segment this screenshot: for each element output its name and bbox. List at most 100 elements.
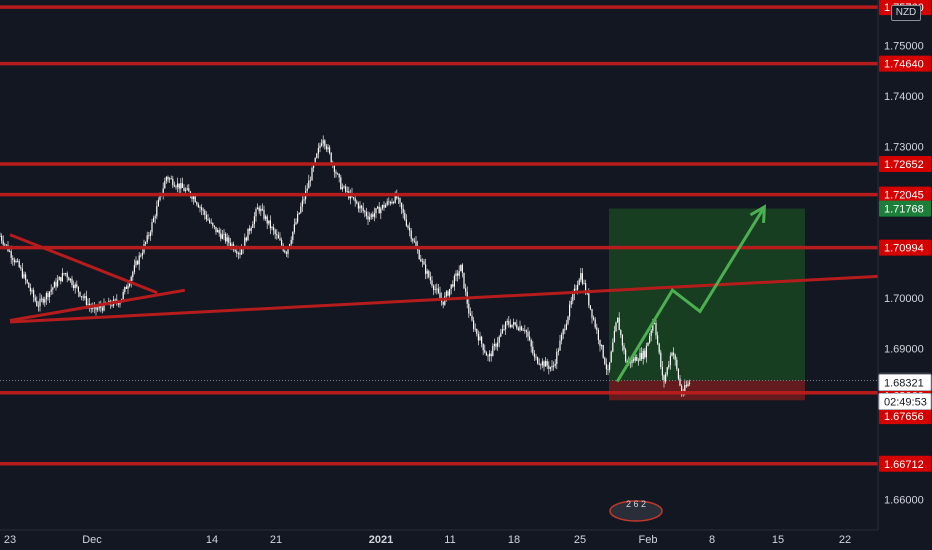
projection-path[interactable] xyxy=(615,206,766,383)
candle-body xyxy=(156,206,158,217)
candle-body xyxy=(647,342,649,346)
candle-body xyxy=(153,217,155,223)
level-price-badge xyxy=(879,455,931,472)
candle-body xyxy=(676,359,678,369)
candle-body xyxy=(55,282,57,287)
candle-body xyxy=(380,208,382,214)
candle-body xyxy=(217,230,219,233)
candle-body xyxy=(666,367,668,375)
candle-body xyxy=(361,205,363,208)
candle-body xyxy=(281,240,283,246)
candle-body xyxy=(127,285,129,289)
candle-body xyxy=(369,217,371,220)
trendlines[interactable] xyxy=(9,233,903,324)
price-tick-label: 1.69000 xyxy=(884,343,924,355)
candle-body xyxy=(521,326,523,331)
candle-body xyxy=(418,250,420,260)
candle-body xyxy=(250,227,252,231)
candle-body xyxy=(364,210,366,213)
candle-body xyxy=(428,271,430,278)
candle-body xyxy=(556,351,558,364)
candle-body xyxy=(277,235,279,239)
candle-body xyxy=(95,305,97,310)
candle-body xyxy=(186,188,188,190)
trendline[interactable] xyxy=(9,288,186,323)
price-axis-background[interactable] xyxy=(878,0,932,530)
candle-body xyxy=(196,202,198,205)
price-tick-label: 1.74000 xyxy=(884,91,924,103)
candle-body xyxy=(268,220,270,224)
candle-body xyxy=(101,307,103,311)
candle-body xyxy=(679,378,681,386)
candle-body xyxy=(455,273,457,276)
candle-body xyxy=(205,214,207,220)
candle-body xyxy=(234,249,236,252)
candle-body xyxy=(212,222,214,226)
candle-body xyxy=(617,317,619,323)
candle-body xyxy=(538,363,540,365)
candle-body xyxy=(663,375,665,382)
candle-body xyxy=(172,178,174,186)
candle-body xyxy=(471,315,473,321)
candle-body xyxy=(381,205,383,209)
candle-body xyxy=(548,365,550,369)
candle-body xyxy=(255,209,257,217)
candle-body xyxy=(60,277,62,282)
candle-body xyxy=(169,178,171,180)
candle-body xyxy=(685,385,687,387)
candle-body xyxy=(29,287,31,292)
candle-body xyxy=(644,350,646,358)
time-axis-background[interactable] xyxy=(0,530,932,550)
candle-body xyxy=(388,201,390,203)
target-zone[interactable] xyxy=(609,208,805,381)
candle-body xyxy=(476,329,478,335)
candle-body xyxy=(399,198,401,203)
candle-body xyxy=(495,343,497,347)
position-zones[interactable] xyxy=(609,208,805,401)
candle-body xyxy=(23,274,25,278)
trendline[interactable] xyxy=(9,273,903,324)
trendline[interactable] xyxy=(9,233,158,295)
candle-body xyxy=(345,186,347,192)
candle-body xyxy=(279,238,281,241)
stop-zone[interactable] xyxy=(609,380,805,401)
event-badges[interactable]: 2 6 2 xyxy=(609,499,663,522)
candle-body xyxy=(601,345,603,347)
candle-body xyxy=(330,152,332,163)
time-tick-label: 2021 xyxy=(369,534,393,546)
candle-body xyxy=(620,330,622,336)
candle-body xyxy=(597,329,599,340)
currency-label[interactable]: NZD xyxy=(891,5,921,21)
candle-body xyxy=(593,317,595,320)
candle-body xyxy=(300,206,302,213)
horizontal-levels[interactable] xyxy=(0,5,878,466)
candle-body xyxy=(578,279,580,285)
candle-body xyxy=(117,302,119,305)
candle-body xyxy=(65,273,67,275)
event-badge-icon[interactable] xyxy=(609,500,663,522)
candle-body xyxy=(506,321,508,323)
candle-body xyxy=(436,288,438,290)
candle-body xyxy=(569,304,571,317)
candle-body xyxy=(63,273,65,275)
candle-body xyxy=(45,293,47,300)
candle-body xyxy=(490,353,492,357)
candle-body xyxy=(479,336,481,341)
candle-body xyxy=(247,228,249,241)
candle-body xyxy=(39,298,41,307)
candle-body xyxy=(322,140,324,144)
candle-body xyxy=(649,335,651,343)
candle-body xyxy=(220,233,222,239)
candle-body xyxy=(357,203,359,209)
candle-body xyxy=(2,240,4,245)
candle-body xyxy=(44,299,46,303)
candle-body xyxy=(442,301,444,305)
level-price-label: 1.66712 xyxy=(884,459,924,471)
candle-body xyxy=(317,147,319,154)
candle-body xyxy=(393,202,395,203)
level-price-label: 1.72652 xyxy=(884,159,924,171)
candle-body xyxy=(533,353,535,357)
projection-arrow[interactable] xyxy=(615,204,767,383)
candle-body xyxy=(394,194,396,203)
